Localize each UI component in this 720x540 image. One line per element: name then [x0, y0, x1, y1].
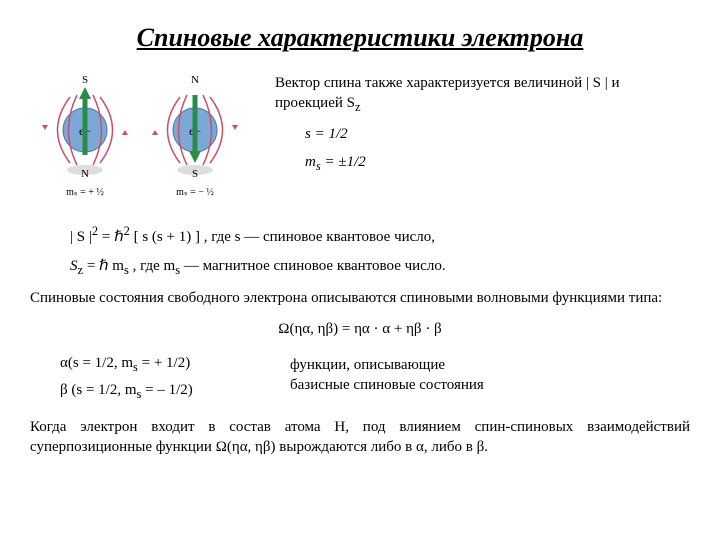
eq-sz: Sz = ℏ ms , где ms — магнитное спиновое …: [70, 256, 690, 279]
basis-functions: α(s = 1/2, ms = + 1/2) β (s = 1/2, ms = …: [30, 349, 690, 407]
omega-equation: Ω(ηα, ηβ) = ηα · α + ηβ · β: [30, 319, 690, 339]
top-row: e− S N mₛ = + ½ e−: [30, 65, 690, 211]
intro-text: Вектор спина также характеризуется велич…: [275, 73, 690, 116]
spin-diagram: e− S N mₛ = + ½ e−: [30, 65, 260, 211]
eq-s: s = 1/2: [275, 124, 690, 144]
page-title: Спиновые характеристики электрона: [30, 20, 690, 55]
svg-text:N: N: [81, 168, 89, 180]
svg-text:N: N: [191, 74, 199, 86]
eq-s-squared: | S |2 = ℏ2 [ s (s + 1) ] , где s — спин…: [70, 223, 690, 247]
eq-ms: ms = ±1/2: [275, 152, 690, 175]
svg-text:S: S: [192, 168, 198, 180]
beta-func: β (s = 1/2, ms = – 1/2): [60, 380, 270, 403]
intro-block: Вектор спина также характеризуется велич…: [275, 65, 690, 183]
svg-text:S: S: [82, 74, 88, 86]
svg-text:mₛ = − ½: mₛ = − ½: [176, 187, 214, 198]
para-spin-states: Спиновые состояния свободного электрона …: [30, 288, 690, 308]
svg-text:mₛ = + ½: mₛ = + ½: [66, 187, 104, 198]
alpha-func: α(s = 1/2, ms = + 1/2): [60, 353, 270, 376]
basis-description: функции, описывающие базисные спиновые с…: [290, 349, 690, 396]
para-hydrogen: Когда электрон входит в состав атома Н, …: [30, 417, 690, 458]
